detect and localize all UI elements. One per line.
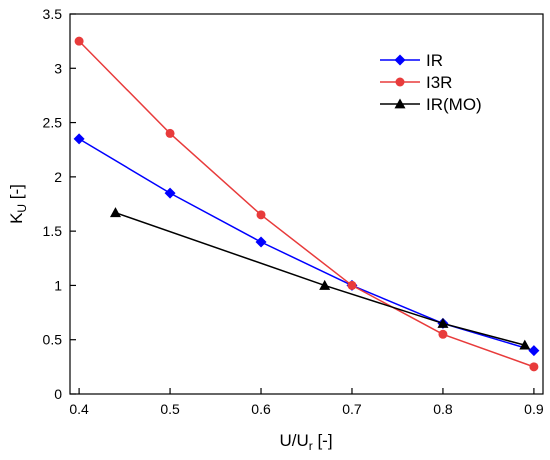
data-point-i3r — [529, 362, 539, 372]
legend-swatch-marker — [394, 54, 406, 66]
x-tick-label: 0.5 — [160, 401, 180, 417]
data-point-i3r — [438, 329, 448, 339]
y-tick-label: 2.5 — [43, 115, 63, 131]
data-point-ir — [164, 187, 176, 199]
legend-swatch-marker — [394, 98, 406, 109]
plot-frame — [69, 13, 544, 395]
y-tick-label: 3 — [54, 60, 62, 76]
legend-item-ir-mo: IR(MO) — [380, 95, 482, 114]
x-axis: 0.4 0.5 0.6 0.7 0.8 0.9 — [69, 388, 544, 417]
data-point-ir — [528, 345, 540, 357]
data-point-ir-mo — [319, 279, 331, 290]
x-tick-label: 0.7 — [342, 401, 362, 417]
x-tick-label: 0.8 — [433, 401, 453, 417]
series-line-i3r — [78, 40, 535, 368]
y-tick-label: 0.5 — [43, 332, 63, 348]
series-i3r — [74, 36, 539, 372]
data-point-ir — [73, 133, 85, 145]
legend-label: I3R — [426, 73, 452, 92]
y-tick-label: 0 — [54, 386, 62, 402]
series-line-ir-mo — [115, 211, 525, 346]
data-point-ir-mo — [519, 339, 531, 350]
x-axis-title: U/Ur [-] — [279, 431, 332, 453]
data-point-ir-mo — [437, 317, 449, 328]
series-ir — [73, 133, 540, 357]
y-axis-title: KU [-] — [7, 184, 29, 224]
legend-item-ir: IR — [380, 51, 443, 70]
y-tick-label: 2 — [54, 169, 62, 185]
y-tick-label: 1.5 — [43, 223, 63, 239]
series-ir-mo — [109, 207, 531, 350]
y-tick-label: 1 — [54, 277, 62, 293]
x-tick-label: 0.9 — [524, 401, 544, 417]
data-point-i3r — [74, 36, 84, 46]
x-tick-label: 0.4 — [69, 401, 89, 417]
legend-label: IR(MO) — [426, 95, 482, 114]
y-axis: 0 0.5 1 1.5 2 2.5 3 3.5 — [43, 6, 76, 402]
y-tick-label: 3.5 — [43, 6, 63, 22]
x-tick-label: 0.6 — [251, 401, 271, 417]
data-point-i3r — [347, 280, 357, 290]
legend-swatch-marker — [395, 77, 405, 87]
data-point-ir — [255, 236, 267, 248]
data-point-ir-mo — [109, 207, 121, 218]
data-point-i3r — [256, 210, 266, 220]
series-line-ir — [78, 138, 535, 352]
legend: IR I3R IR(MO) — [380, 51, 482, 114]
legend-label: IR — [426, 51, 443, 70]
data-point-i3r — [165, 128, 175, 138]
series-layer — [73, 36, 540, 372]
legend-item-i3r: I3R — [380, 73, 452, 92]
